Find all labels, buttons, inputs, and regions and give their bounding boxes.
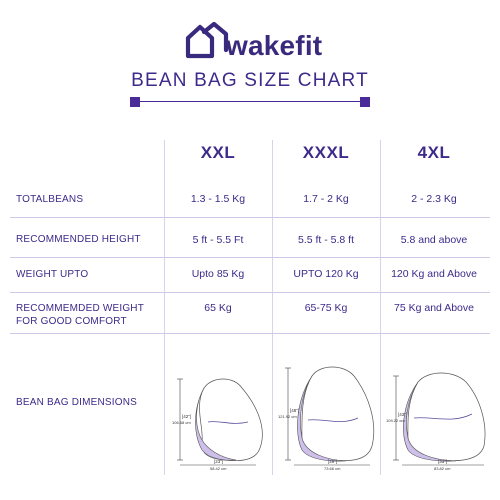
height-cm-label: 121.92 cm [278, 414, 297, 419]
cell-value: 65-75 Kg [304, 302, 348, 314]
house-logo-icon [185, 22, 229, 59]
size-header-xxl: XXL [200, 143, 236, 162]
row-divider [10, 292, 490, 293]
cell-value: 75 Kg and Above [394, 302, 474, 314]
bean-bag-xxxl-icon: [48"] 121.92 cm [29"] 73.66 cm [278, 366, 375, 471]
row-label-total-beans: TOTALBEANS [16, 194, 84, 205]
cell-value: 2 - 2.3 Kg [411, 193, 457, 205]
row-divider [10, 257, 490, 258]
width-cm-label: 58.42 cm [210, 466, 227, 471]
column-divider [164, 140, 165, 475]
cell-value: Upto 85 Kg [191, 268, 245, 280]
cell-value: 65 Kg [204, 302, 232, 314]
height-inches-label: [43"] [398, 412, 407, 417]
cell-value: 1.3 - 1.5 Kg [190, 193, 246, 205]
height-inches-label: [42"] [182, 414, 191, 419]
width-inches-label: [23"] [214, 459, 223, 464]
height-inches-label: [48"] [290, 408, 299, 413]
cell-value: 5.8 and above [400, 234, 468, 246]
width-inches-label: [33"] [438, 459, 447, 464]
bean-bag-xxl-icon: [42"] 106.68 cm [23"] 58.42 cm [172, 378, 263, 471]
row-divider [10, 333, 490, 334]
bean-bag-4xl-icon: [43"] 109.22 cm [33"] 83.82 cm [386, 372, 486, 471]
column-divider [272, 140, 273, 475]
brand-name: wakefit [226, 30, 323, 61]
title-divider [130, 97, 370, 107]
size-header-xxxl: XXXL [302, 143, 350, 162]
brand-logo: wakefit [184, 22, 344, 62]
cell-value: 1.7 - 2 Kg [303, 193, 349, 205]
row-label-weight-upto: WEIGHT UPTO [16, 269, 89, 280]
row-divider [10, 217, 490, 218]
cell-value: 5.5 ft - 5.8 ft [297, 234, 355, 246]
page-title: BEAN BAG SIZE CHART [131, 70, 369, 91]
cell-value: UPTO 120 Kg [293, 268, 359, 280]
width-cm-label: 83.82 cm [434, 466, 451, 471]
row-label-dimensions: BEAN BAG DIMENSIONS [16, 397, 138, 408]
width-inches-label: [29"] [328, 459, 337, 464]
height-cm-label: 109.22 cm [386, 418, 405, 423]
width-cm-label: 73.66 cm [324, 466, 341, 471]
row-label-recommended-height: RECOMMENDED HEIGHT [16, 234, 141, 245]
cell-value: 5 ft - 5.5 Ft [192, 234, 244, 246]
cell-value: 120 Kg and Above [391, 268, 477, 280]
row-label-comfort-weight: RECOMMEMDED WEIGHT FOR GOOD COMFORT [16, 303, 144, 327]
column-divider [380, 140, 381, 475]
height-cm-label: 106.68 cm [172, 420, 191, 425]
size-header-4xl: 4XL [417, 143, 451, 162]
